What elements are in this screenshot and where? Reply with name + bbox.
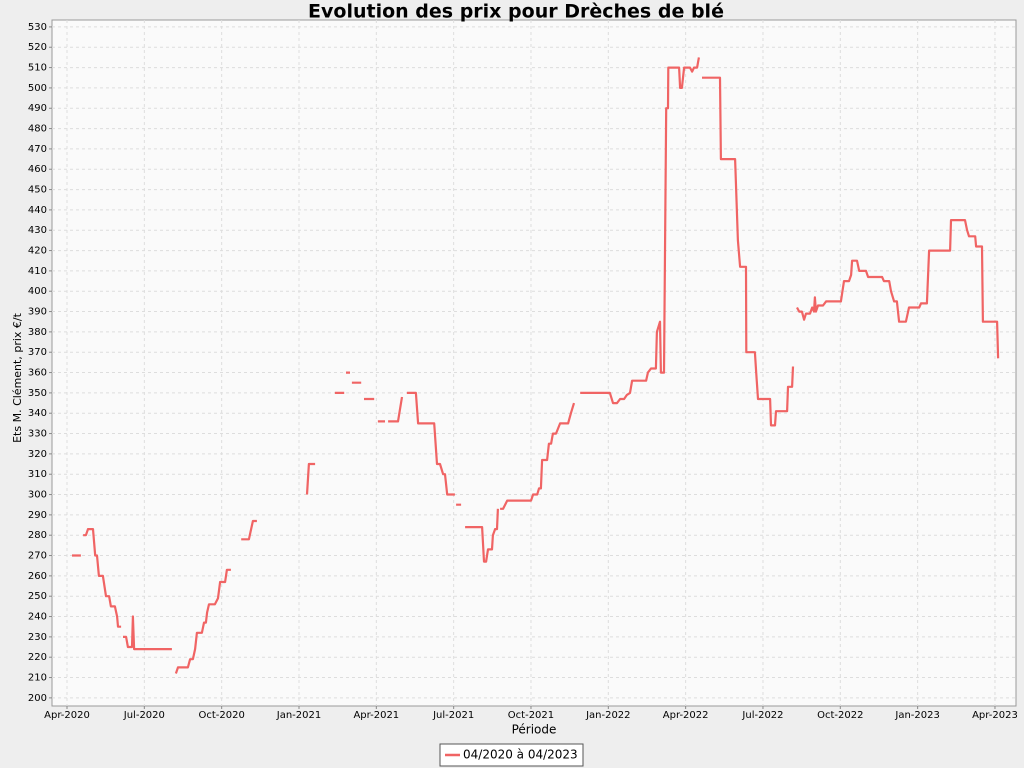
x-tick-label: Jan-2023 <box>894 710 939 721</box>
y-tick-label: 420 <box>28 246 47 257</box>
y-tick-label: 340 <box>28 408 47 419</box>
x-tick-label: Apr-2023 <box>972 710 1018 721</box>
y-axis-label: Ets M. Clément, prix €/t <box>11 312 24 443</box>
y-tick-label: 470 <box>28 144 47 155</box>
y-tick-label: 200 <box>28 693 47 704</box>
y-tick-label: 290 <box>28 510 47 521</box>
y-tick-label: 490 <box>28 103 47 114</box>
y-tick-label: 210 <box>28 673 47 684</box>
x-tick-label: Oct-2020 <box>198 710 244 721</box>
x-tick-label: Oct-2022 <box>817 710 863 721</box>
data-line <box>72 57 1000 674</box>
y-tick-label: 320 <box>28 449 47 460</box>
x-tick-label: Jul-2022 <box>741 710 783 721</box>
y-tick-label: 270 <box>28 551 47 562</box>
x-tick-label: Apr-2021 <box>353 710 399 721</box>
y-tick-label: 350 <box>28 388 47 399</box>
y-tick-label: 240 <box>28 612 47 623</box>
y-tick-label: 310 <box>28 469 47 480</box>
x-tick-label: Oct-2021 <box>508 710 554 721</box>
x-axis-label: Période <box>512 723 557 737</box>
x-tick-label: Apr-2020 <box>44 710 90 721</box>
y-tick-label: 440 <box>28 205 47 216</box>
y-tick-label: 450 <box>28 185 47 196</box>
y-tick-label: 300 <box>28 490 47 501</box>
y-tick-label: 260 <box>28 571 47 582</box>
y-tick-label: 250 <box>28 591 47 602</box>
legend: 04/2020 à 04/2023 <box>439 743 584 767</box>
y-tick-label: 530 <box>28 22 47 33</box>
y-tick-label: 500 <box>28 83 47 94</box>
y-tick-label: 410 <box>28 266 47 277</box>
legend-label: 04/2020 à 04/2023 <box>463 748 578 762</box>
x-tick-label: Jan-2021 <box>276 710 321 721</box>
y-tick-label: 520 <box>28 42 47 53</box>
x-tick-label: Jan-2022 <box>585 710 630 721</box>
chart-title: Evolution des prix pour Drèches de blé <box>308 1 724 23</box>
y-tick-label: 280 <box>28 530 47 541</box>
y-tick-label: 330 <box>28 429 47 440</box>
x-tick-label: Jul-2021 <box>432 710 474 721</box>
y-tick-label: 390 <box>28 307 47 318</box>
y-tick-label: 460 <box>28 164 47 175</box>
y-tick-label: 360 <box>28 368 47 379</box>
plot-area <box>51 19 1017 707</box>
y-tick-label: 370 <box>28 347 47 358</box>
legend-box <box>439 743 584 767</box>
y-tick-label: 400 <box>28 286 47 297</box>
y-tick-label: 220 <box>28 652 47 663</box>
y-tick-label: 480 <box>28 124 47 135</box>
x-tick-label: Jul-2020 <box>123 710 165 721</box>
y-tick-label: 230 <box>28 632 47 643</box>
y-tick-label: 380 <box>28 327 47 338</box>
x-tick-label: Apr-2022 <box>663 710 709 721</box>
y-tick-label: 430 <box>28 225 47 236</box>
y-tick-label: 510 <box>28 63 47 74</box>
